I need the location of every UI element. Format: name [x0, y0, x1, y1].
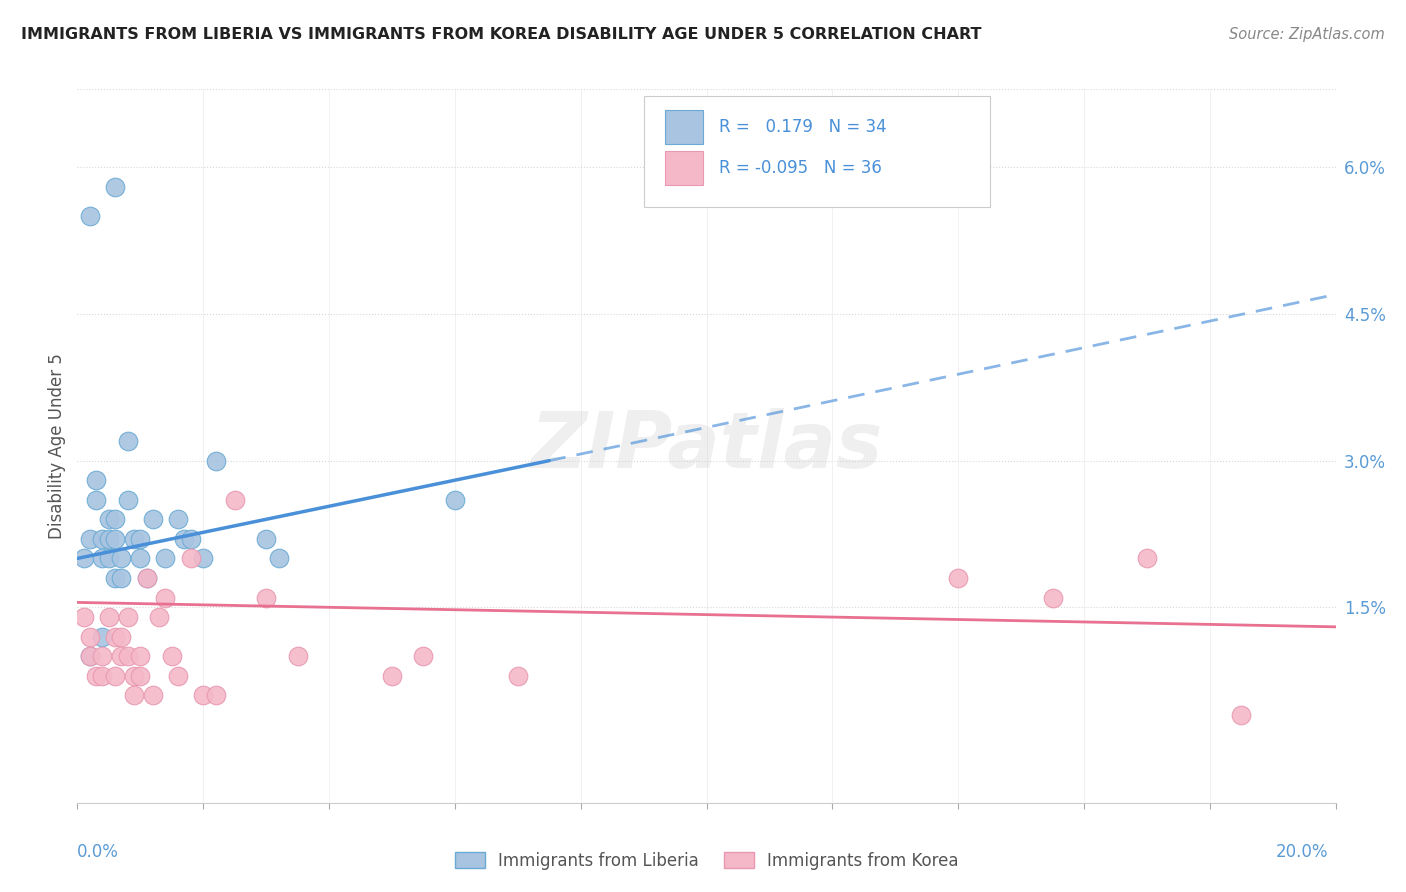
Point	[381, 669, 404, 683]
Point	[117, 649, 139, 664]
Text: ZIPatlas: ZIPatlas	[530, 408, 883, 484]
Text: 0.0%: 0.0%	[77, 843, 120, 861]
Point	[155, 551, 177, 566]
Point	[167, 669, 190, 683]
Point	[79, 649, 101, 664]
Legend: Immigrants from Liberia, Immigrants from Korea: Immigrants from Liberia, Immigrants from…	[449, 846, 965, 877]
Point	[135, 571, 157, 585]
Point	[91, 669, 114, 683]
Point	[254, 532, 277, 546]
Text: R = -0.095   N = 36: R = -0.095 N = 36	[718, 159, 882, 177]
Point	[110, 551, 132, 566]
Text: Source: ZipAtlas.com: Source: ZipAtlas.com	[1229, 27, 1385, 42]
Point	[129, 532, 152, 546]
Point	[129, 551, 152, 566]
Point	[84, 669, 107, 683]
Point	[412, 649, 434, 664]
Point	[180, 551, 202, 566]
Point	[173, 532, 195, 546]
Point	[204, 453, 226, 467]
Point	[117, 492, 139, 507]
Point	[91, 630, 114, 644]
Point	[91, 649, 114, 664]
Point	[79, 649, 101, 664]
Point	[84, 473, 107, 487]
Point	[110, 630, 132, 644]
Point	[160, 649, 183, 664]
Point	[135, 571, 157, 585]
FancyBboxPatch shape	[644, 96, 990, 207]
Point	[97, 532, 120, 546]
Point	[91, 551, 114, 566]
Point	[91, 532, 114, 546]
Text: R =   0.179   N = 34: R = 0.179 N = 34	[718, 118, 887, 136]
Point	[97, 610, 120, 624]
Point	[104, 512, 127, 526]
Point	[1136, 551, 1159, 566]
Point	[97, 551, 120, 566]
Point	[129, 649, 152, 664]
Point	[122, 669, 145, 683]
Point	[1230, 707, 1253, 722]
Point	[79, 532, 101, 546]
Point	[287, 649, 309, 664]
Y-axis label: Disability Age Under 5: Disability Age Under 5	[48, 353, 66, 539]
Point	[267, 551, 290, 566]
Point	[79, 630, 101, 644]
Point	[167, 512, 190, 526]
Point	[204, 688, 226, 702]
Point	[191, 551, 215, 566]
Point	[97, 512, 120, 526]
Point	[142, 688, 165, 702]
Point	[110, 571, 132, 585]
Point	[104, 630, 127, 644]
Point	[122, 532, 145, 546]
Point	[180, 532, 202, 546]
Point	[224, 492, 246, 507]
Point	[142, 512, 165, 526]
Point	[148, 610, 170, 624]
Point	[1042, 591, 1064, 605]
Point	[72, 551, 94, 566]
FancyBboxPatch shape	[665, 151, 703, 185]
Point	[84, 492, 107, 507]
Text: IMMIGRANTS FROM LIBERIA VS IMMIGRANTS FROM KOREA DISABILITY AGE UNDER 5 CORRELAT: IMMIGRANTS FROM LIBERIA VS IMMIGRANTS FR…	[21, 27, 981, 42]
Point	[104, 180, 127, 194]
Point	[104, 669, 127, 683]
Point	[117, 610, 139, 624]
Text: 20.0%: 20.0%	[1277, 843, 1329, 861]
Point	[104, 532, 127, 546]
Point	[72, 610, 94, 624]
Point	[122, 688, 145, 702]
Point	[948, 571, 970, 585]
Point	[129, 669, 152, 683]
Point	[191, 688, 215, 702]
Point	[155, 591, 177, 605]
Point	[110, 649, 132, 664]
Point	[506, 669, 529, 683]
Point	[79, 209, 101, 223]
Point	[104, 571, 127, 585]
Point	[117, 434, 139, 449]
Point	[254, 591, 277, 605]
Point	[444, 492, 467, 507]
FancyBboxPatch shape	[665, 110, 703, 145]
